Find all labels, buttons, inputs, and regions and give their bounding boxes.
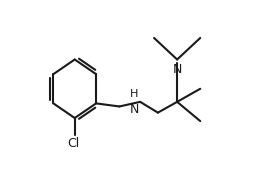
Text: H: H [130,89,139,99]
Text: N: N [172,63,182,76]
Text: Cl: Cl [67,137,79,150]
Text: N: N [129,103,139,116]
